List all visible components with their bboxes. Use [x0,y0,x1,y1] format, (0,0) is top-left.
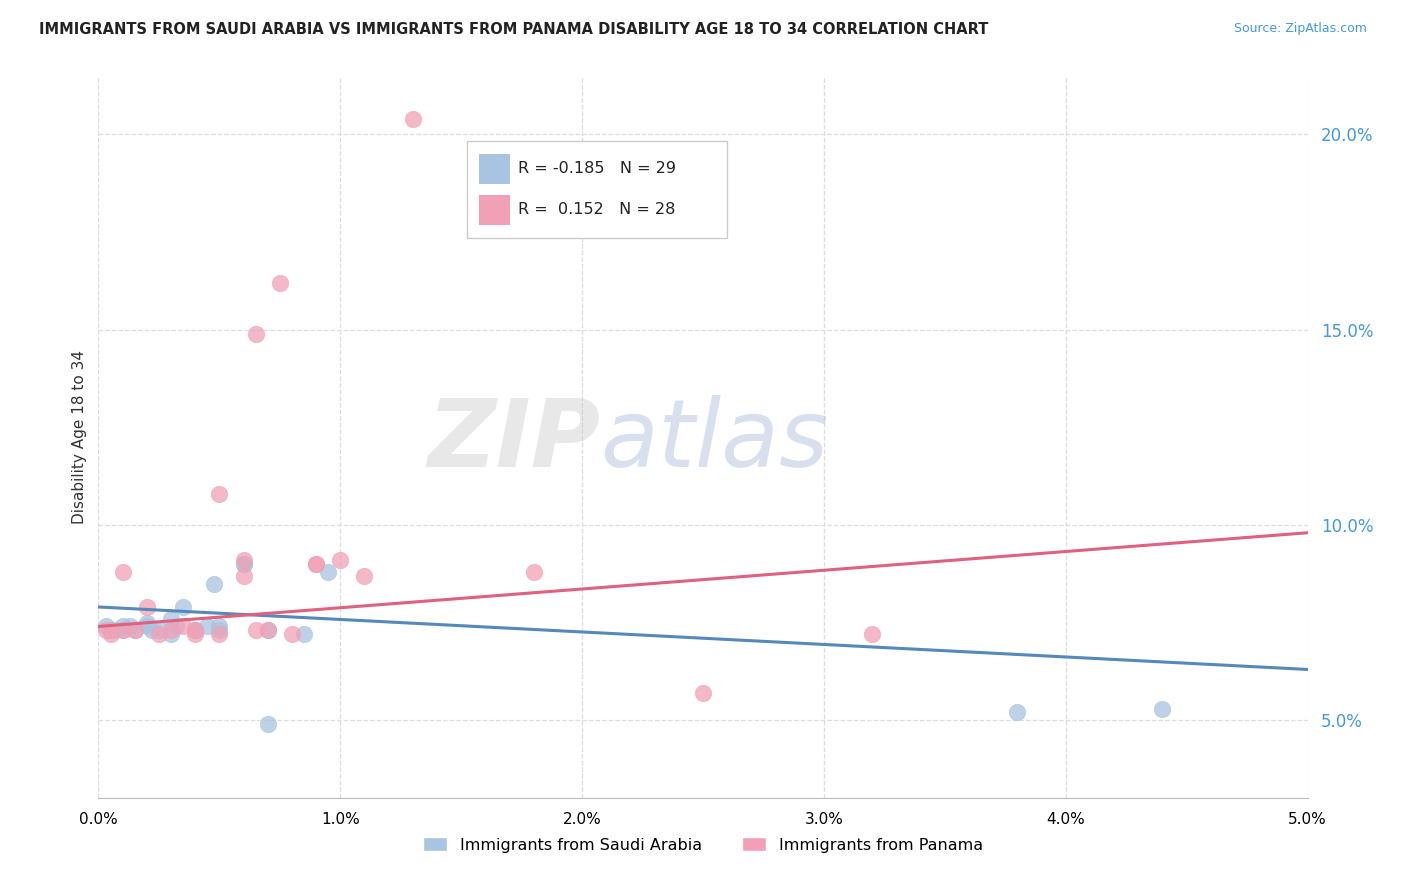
Text: IMMIGRANTS FROM SAUDI ARABIA VS IMMIGRANTS FROM PANAMA DISABILITY AGE 18 TO 34 C: IMMIGRANTS FROM SAUDI ARABIA VS IMMIGRAN… [39,22,988,37]
Legend: Immigrants from Saudi Arabia, Immigrants from Panama: Immigrants from Saudi Arabia, Immigrants… [416,830,990,859]
Point [165,619,187,633]
Point [1152,701,1174,715]
Point [135,619,157,633]
Point [245,624,267,638]
Text: atlas: atlas [600,395,828,486]
Point [269,276,291,290]
Point [124,624,146,638]
Point [184,624,207,638]
Point [208,624,231,638]
Point [256,624,278,638]
Point [232,568,254,582]
Point [184,624,207,638]
Point [100,624,122,638]
Point [353,568,375,582]
Point [100,627,122,641]
Point [184,627,207,641]
Text: Source: ZipAtlas.com: Source: ZipAtlas.com [1233,22,1367,36]
Point [402,112,425,126]
Point [232,553,254,567]
Point [195,619,218,633]
Point [160,627,183,641]
Point [184,624,207,638]
FancyBboxPatch shape [479,153,509,185]
Point [281,627,304,641]
FancyBboxPatch shape [467,141,727,238]
Point [124,624,146,638]
Point [208,627,231,641]
Point [104,624,127,638]
Text: ZIP: ZIP [427,394,600,487]
Point [316,565,339,579]
Text: R = -0.185   N = 29: R = -0.185 N = 29 [517,161,676,176]
Point [305,557,328,571]
Point [523,565,546,579]
Point [172,599,194,614]
Point [118,619,141,633]
Point [94,619,117,633]
FancyBboxPatch shape [479,195,509,226]
Point [232,557,254,571]
Point [329,553,352,567]
Point [111,624,134,638]
Point [1007,706,1029,720]
Point [94,624,117,638]
Point [135,599,157,614]
Point [111,624,134,638]
Point [135,615,157,630]
Point [232,557,254,571]
Point [692,686,714,700]
Point [172,619,194,633]
Point [160,612,183,626]
Point [111,619,134,633]
Point [204,576,226,591]
Point [245,326,267,341]
Text: R =  0.152   N = 28: R = 0.152 N = 28 [517,202,675,217]
Point [148,624,170,638]
Point [160,624,183,638]
Y-axis label: Disability Age 18 to 34: Disability Age 18 to 34 [72,350,87,524]
Point [141,624,163,638]
Point [208,486,231,500]
Point [305,557,328,571]
Point [256,717,278,731]
Point [148,627,170,641]
Point [111,565,134,579]
Point [256,624,278,638]
Point [860,627,883,641]
Point [292,627,315,641]
Point [208,619,231,633]
